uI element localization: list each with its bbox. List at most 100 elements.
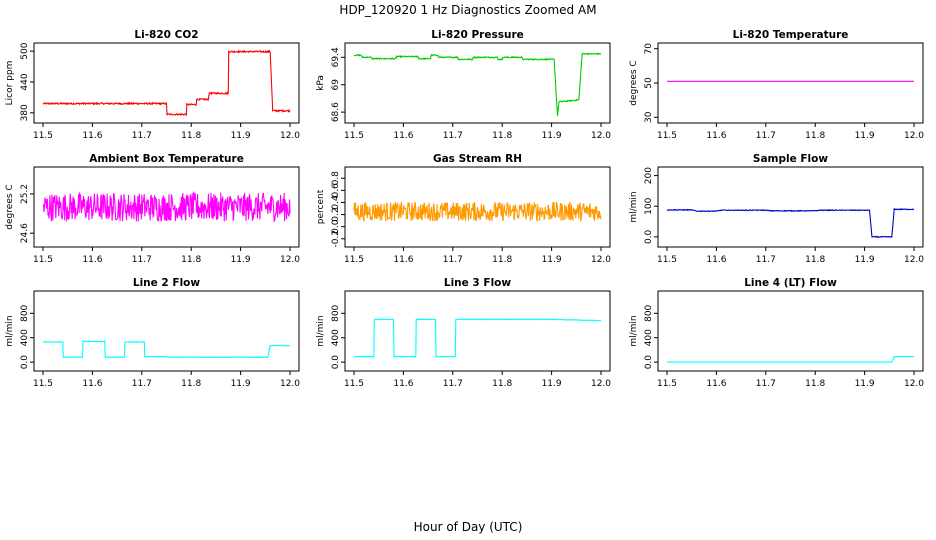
series-line <box>353 52 602 116</box>
y-tick-label: 0.0 <box>331 219 341 234</box>
x-tick-label: 11.8 <box>181 131 201 141</box>
x-tick-label: 11.8 <box>805 131 825 141</box>
x-tick-label: 11.5 <box>33 255 53 265</box>
plot-frame <box>657 166 924 248</box>
y-tick-label: 200 <box>644 167 654 184</box>
panel-title: Sample Flow <box>753 153 828 165</box>
y-axis-label: Licor ppm <box>5 61 15 106</box>
panel-1: Li-820 Pressure 11.5 11.6 11.7 11.8 11.9 12.0 6… <box>316 29 611 141</box>
panel-6: Line 2 Flow 11.5 11.6 11.7 11.8 11.9 12.0 0.0 40… <box>5 277 300 389</box>
series-line <box>667 356 914 363</box>
x-tick-label: 11.8 <box>492 131 512 141</box>
x-tick-label: 11.7 <box>132 255 152 265</box>
x-tick-label: 11.5 <box>657 255 677 265</box>
panel-7: Line 3 Flow 11.5 11.6 11.7 11.8 11.9 12.0 0.0 40… <box>316 277 611 389</box>
x-tick-label: 11.9 <box>855 379 875 389</box>
y-tick-label: 0.0 <box>20 355 30 370</box>
x-tick-label: 11.8 <box>492 379 512 389</box>
y-tick-label: 800 <box>20 304 30 321</box>
y-tick-label: 500 <box>20 42 30 59</box>
y-tick-label: 70 <box>644 43 654 55</box>
y-tick-label: 800 <box>644 304 654 321</box>
plot-frame <box>33 42 300 124</box>
x-tick-label: 11.6 <box>706 131 726 141</box>
x-tick-label: 11.6 <box>706 379 726 389</box>
series-line <box>353 200 602 222</box>
x-tick-label: 11.6 <box>706 255 726 265</box>
x-tick-label: 11.7 <box>132 379 152 389</box>
x-tick-label: 11.5 <box>344 379 364 389</box>
y-tick-label: 0.0 <box>644 355 654 370</box>
x-tick-label: 11.8 <box>805 379 825 389</box>
panel-title: Li-820 Temperature <box>733 29 849 41</box>
x-tick-label: 11.5 <box>657 379 677 389</box>
x-tick-label: 11.7 <box>756 131 776 141</box>
y-tick-label: 0.2 <box>331 207 341 221</box>
y-axis-label: kPa <box>316 75 326 91</box>
panel-2: Li-820 Temperature 11.5 11.6 11.7 11.8 11.9 12… <box>629 29 924 141</box>
y-tick-label: 800 <box>331 304 341 321</box>
x-tick-label: 11.6 <box>82 131 102 141</box>
x-tick-label: 11.7 <box>443 255 463 265</box>
figure-xlabel: Hour of Day (UTC) <box>414 520 523 534</box>
x-tick-label: 11.6 <box>393 255 413 265</box>
x-tick-label: 11.7 <box>443 131 463 141</box>
x-tick-label: 11.8 <box>181 255 201 265</box>
y-axis-label: ml/min <box>629 191 639 222</box>
y-tick-label: 50 <box>644 77 654 89</box>
y-tick-label: 0.4 <box>331 195 341 210</box>
y-tick-label: 100 <box>644 197 654 214</box>
panel-title: Ambient Box Temperature <box>89 153 244 165</box>
panels-grid: Li-820 CO2 11.5 11.6 11.7 11.8 11.9 12.0 380 440… <box>5 29 924 389</box>
panel-title: Gas Stream RH <box>433 153 522 165</box>
y-tick-label: 380 <box>20 104 30 121</box>
panel-0: Li-820 CO2 11.5 11.6 11.7 11.8 11.9 12.0 380 440… <box>5 29 300 141</box>
x-tick-label: 11.7 <box>132 131 152 141</box>
x-tick-label: 11.9 <box>542 255 562 265</box>
x-tick-label: 11.7 <box>756 255 776 265</box>
y-tick-label: 400 <box>20 329 30 346</box>
panel-4: Gas Stream RH 11.5 11.6 11.7 11.8 11.9 12.0 -0.… <box>316 153 611 265</box>
x-tick-label: 11.9 <box>542 379 562 389</box>
x-tick-label: 11.5 <box>344 131 364 141</box>
y-tick-label: 25.2 <box>20 184 30 204</box>
x-tick-label: 11.9 <box>231 379 251 389</box>
x-tick-label: 12.0 <box>280 131 300 141</box>
x-tick-label: 11.9 <box>855 255 875 265</box>
x-tick-label: 11.9 <box>855 131 875 141</box>
plot-frame <box>344 42 611 124</box>
x-tick-label: 12.0 <box>904 255 924 265</box>
panel-8: Line 4 (LT) Flow 11.5 11.6 11.7 11.8 11.9 12.0… <box>629 277 924 389</box>
plot-frame <box>657 42 924 124</box>
x-tick-label: 12.0 <box>904 379 924 389</box>
plot-frame <box>344 166 611 248</box>
series-line <box>42 49 291 117</box>
y-tick-label: 24.6 <box>20 223 30 243</box>
y-tick-label: 30 <box>644 111 654 123</box>
y-axis-label: ml/min <box>316 315 326 346</box>
y-tick-label: 69 <box>331 79 341 91</box>
x-tick-label: 11.9 <box>231 255 251 265</box>
panel-title: Line 3 Flow <box>444 277 511 289</box>
series-line <box>354 318 602 358</box>
plot-frame <box>33 290 300 372</box>
y-axis-label: ml/min <box>5 315 15 346</box>
x-tick-label: 12.0 <box>591 131 611 141</box>
y-tick-label: 0.0 <box>644 229 654 244</box>
y-tick-label: 400 <box>331 329 341 346</box>
y-tick-label: -0.2 <box>331 230 341 248</box>
panel-title: Li-820 Pressure <box>431 29 524 41</box>
x-tick-label: 11.8 <box>805 255 825 265</box>
x-tick-label: 11.6 <box>82 379 102 389</box>
panel-title: Line 4 (LT) Flow <box>744 277 837 289</box>
y-axis-label: degrees C <box>629 60 639 105</box>
y-tick-label: 69.4 <box>331 47 341 67</box>
y-tick-label: 0.8 <box>331 171 341 186</box>
x-tick-label: 11.5 <box>657 131 677 141</box>
y-tick-label: 440 <box>20 73 30 90</box>
series-line <box>42 190 291 223</box>
x-tick-label: 11.6 <box>393 131 413 141</box>
panel-title: Li-820 CO2 <box>134 29 198 41</box>
y-axis-label: percent <box>316 189 326 224</box>
x-tick-label: 11.8 <box>181 379 201 389</box>
